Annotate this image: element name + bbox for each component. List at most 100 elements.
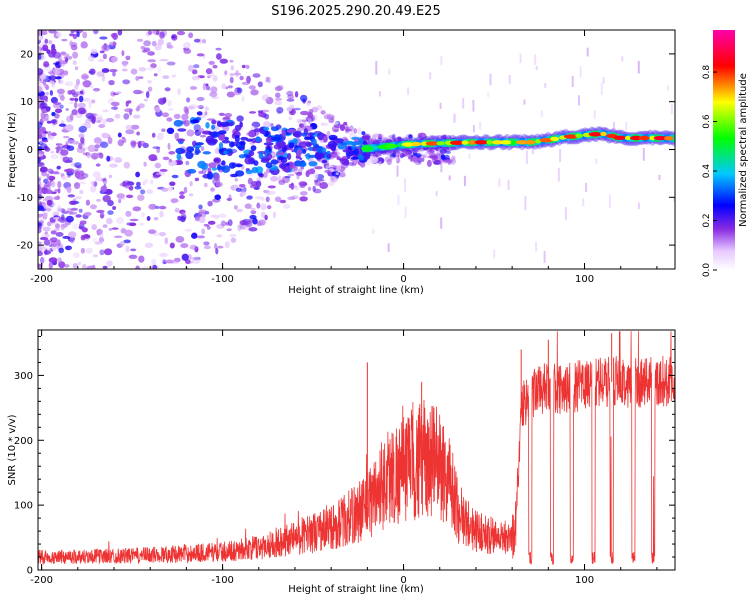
spectrogram-noise-blob xyxy=(420,157,425,162)
spectrogram-noise-blob xyxy=(339,124,346,131)
spectrogram-noise-blob xyxy=(101,119,107,125)
spectrogram-faint-streak xyxy=(397,195,400,205)
spectrogram-noise-blob xyxy=(200,146,205,152)
spectrogram-noise-blob xyxy=(52,67,61,76)
ridge-core xyxy=(600,131,607,137)
spectrogram-noise-blob xyxy=(88,70,94,74)
spectrogram-faint-streak xyxy=(372,229,375,234)
spectrogram-noise-blob xyxy=(55,143,63,146)
spectrogram-noise-blob xyxy=(63,55,73,60)
spectrogram-noise-blob xyxy=(294,91,299,98)
spectrogram-noise-blob xyxy=(111,106,118,110)
spectrogram-cluster-blob xyxy=(305,153,311,160)
spectrogram-noise-blob xyxy=(265,96,274,105)
spectrogram-noise-blob xyxy=(324,169,331,173)
spectrogram-noise-blob xyxy=(96,209,105,214)
colorbar-ticks: 0.0 0.2 0.4 0.6 0.8 xyxy=(702,65,717,277)
spectrogram-noise-blob xyxy=(188,193,194,197)
spectrogram-faint-streak xyxy=(608,194,611,209)
spectrogram-noise-blob xyxy=(66,145,75,151)
spectrogram-noise-blob xyxy=(90,204,97,210)
spectrogram-noise-blob xyxy=(56,205,62,213)
spectrogram-cluster-blob xyxy=(328,134,338,141)
spectrogram-noise-blob xyxy=(258,219,266,226)
spectrogram-noise-blob xyxy=(58,216,67,223)
spectrogram-noise-blob xyxy=(76,31,80,38)
spectrogram-cluster-blob xyxy=(270,126,279,132)
spectrogram-faint-streak xyxy=(489,73,492,86)
spectrogram-faint-streak xyxy=(472,99,475,112)
spectrogram-cluster-blob xyxy=(208,162,217,169)
y-tick-label: 10 xyxy=(20,97,33,108)
spectrogram-noise-blob xyxy=(177,88,181,96)
spectrogram-cluster-blob xyxy=(221,160,226,166)
spectrogram-cluster-blob xyxy=(211,124,216,130)
spectrogram-noise-blob xyxy=(94,241,103,245)
spectrogram-noise-blob xyxy=(69,101,74,105)
spectrogram-noise-blob xyxy=(264,214,268,221)
spectrogram-faint-streak xyxy=(579,65,582,78)
spectrogram-noise-blob xyxy=(295,186,299,191)
spectrogram-cluster-blob xyxy=(337,142,348,150)
spectrogram-noise-blob xyxy=(228,194,232,202)
spectrogram-noise-blob xyxy=(38,227,42,230)
spectrogram-noise-blob xyxy=(148,154,158,162)
spectrogram-noise-blob xyxy=(42,139,49,143)
spectrogram-noise-blob xyxy=(92,254,99,258)
ridge-core xyxy=(461,140,469,145)
spectrogram-noise-blob xyxy=(147,67,155,71)
spectrogram-faint-streak xyxy=(613,122,615,130)
spectrogram-faint-streak xyxy=(670,104,673,115)
spectrogram-cluster-blob xyxy=(226,148,233,154)
spectrogram-noise-blob xyxy=(78,181,86,185)
spectrogram-noise-blob xyxy=(180,243,189,249)
spectrogram-faint-streak xyxy=(404,206,407,219)
ridge-core xyxy=(436,141,445,146)
spectrogram-noise-blob xyxy=(38,35,41,41)
spectrogram-cluster-blob xyxy=(253,128,261,133)
spectrogram-noise-blob xyxy=(444,159,453,163)
spectrogram-noise-blob xyxy=(128,254,138,259)
spectrogram-noise-blob xyxy=(101,68,110,73)
spectrogram-faint-streak xyxy=(396,165,399,177)
spectrogram-cluster-blob xyxy=(186,146,195,153)
spectrogram-noise-blob xyxy=(82,97,91,102)
spectrogram-faint-streak xyxy=(543,250,546,263)
spectrogram-noise-blob xyxy=(112,32,118,41)
spectrogram-noise-blob xyxy=(274,196,282,202)
spectrogram-noise-blob xyxy=(326,114,335,120)
spectrogram-noise-blob xyxy=(214,243,218,250)
spectrogram-noise-blob xyxy=(274,86,283,92)
spectrogram-noise-blob xyxy=(267,185,276,189)
spectrogram-noise-blob xyxy=(124,229,133,237)
spectrogram-noise-blob xyxy=(296,174,300,180)
spectrogram-noise-blob xyxy=(43,204,49,209)
spectrogram-faint-streak xyxy=(559,149,562,162)
spectrogram-noise-blob xyxy=(120,228,127,234)
spectrogram-noise-blob xyxy=(124,108,134,113)
ridge-core xyxy=(613,135,627,140)
spectrogram-noise-blob xyxy=(334,165,342,172)
spectrogram-noise-blob xyxy=(286,106,293,112)
spectrogram-cluster-blob xyxy=(213,158,220,162)
spectrogram-noise-blob xyxy=(136,181,141,187)
spectrogram-noise-blob xyxy=(108,174,113,179)
spectrogram-noise-blob xyxy=(246,75,251,84)
spectrogram-noise-blob xyxy=(343,126,350,130)
spectrogram-noise-blob xyxy=(85,199,90,206)
spectrogram-noise-blob xyxy=(250,210,257,215)
spectrogram-noise-blob xyxy=(46,199,53,206)
spectrogram-noise-blob xyxy=(79,90,84,95)
spectrogram-noise-blob xyxy=(137,194,145,201)
spectrogram-noise-blob xyxy=(162,156,170,161)
spectrogram-noise-blob xyxy=(99,212,105,219)
spectrogram-cluster-blob xyxy=(266,136,273,144)
spectrogram-noise-blob xyxy=(69,97,75,101)
spectrogram-noise-blob xyxy=(143,98,148,102)
spectrogram-noise-blob xyxy=(272,211,277,219)
spectrogram-noise-blob xyxy=(159,252,169,258)
spectrogram-noise-blob xyxy=(46,173,50,180)
spectrogram-noise-blob xyxy=(181,253,189,261)
spectrogram-noise-blob xyxy=(38,205,44,211)
spectrogram-noise-blob xyxy=(234,178,238,182)
